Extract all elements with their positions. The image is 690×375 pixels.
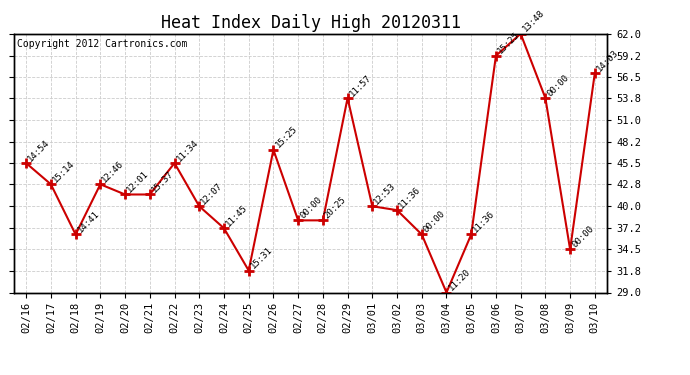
Text: 20:25: 20:25 xyxy=(323,195,348,220)
Text: 12:46: 12:46 xyxy=(100,159,126,184)
Text: 15:14: 15:14 xyxy=(51,159,77,184)
Text: 14:41: 14:41 xyxy=(76,209,101,234)
Text: 15:31: 15:31 xyxy=(248,245,274,270)
Text: Copyright 2012 Cartronics.com: Copyright 2012 Cartronics.com xyxy=(17,39,187,49)
Text: 11:57: 11:57 xyxy=(348,73,373,98)
Text: 12:07: 12:07 xyxy=(199,181,225,206)
Text: 11:45: 11:45 xyxy=(224,203,249,228)
Text: 12:53: 12:53 xyxy=(373,181,397,206)
Text: 00:00: 00:00 xyxy=(545,73,571,98)
Text: 13:48: 13:48 xyxy=(521,8,546,34)
Text: 00:00: 00:00 xyxy=(570,224,595,249)
Text: 11:36: 11:36 xyxy=(471,209,497,234)
Text: 14:54: 14:54 xyxy=(26,138,52,163)
Text: 15:25: 15:25 xyxy=(496,30,522,56)
Text: 15:37: 15:37 xyxy=(150,169,175,195)
Title: Heat Index Daily High 20120311: Heat Index Daily High 20120311 xyxy=(161,14,460,32)
Text: 00:00: 00:00 xyxy=(422,209,447,234)
Text: 12:01: 12:01 xyxy=(125,169,150,195)
Text: 11:36: 11:36 xyxy=(397,185,422,210)
Text: 11:34: 11:34 xyxy=(175,138,200,163)
Text: 14:03: 14:03 xyxy=(595,48,620,73)
Text: 00:00: 00:00 xyxy=(298,195,324,220)
Text: 11:20: 11:20 xyxy=(446,267,472,292)
Text: 15:25: 15:25 xyxy=(273,124,299,150)
